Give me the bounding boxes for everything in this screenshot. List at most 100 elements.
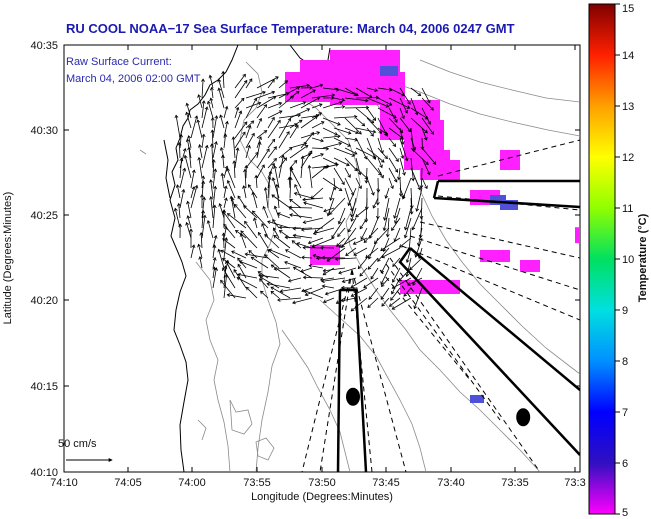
current-vector-head	[272, 219, 276, 223]
current-vector-head	[182, 167, 187, 172]
current-vector	[333, 127, 351, 134]
current-vector	[366, 157, 382, 176]
current-vector	[256, 148, 270, 169]
current-vector-head	[247, 144, 251, 149]
current-vector-head	[390, 185, 394, 190]
current-vector	[410, 107, 429, 120]
current-vector	[387, 217, 390, 237]
current-vector-head	[179, 133, 183, 138]
current-vector	[421, 137, 423, 150]
current-vector	[256, 118, 262, 129]
current-vector-head	[284, 235, 288, 240]
current-vector	[222, 238, 236, 249]
station-dot	[346, 387, 360, 406]
current-vector-head	[271, 138, 276, 143]
current-vector	[198, 157, 203, 179]
current-vector	[344, 157, 358, 171]
x-tick-label: 73:3	[564, 477, 585, 489]
current-vector-head	[411, 177, 415, 182]
current-vector-head	[204, 106, 209, 111]
current-vector	[359, 267, 368, 277]
current-vector-head	[224, 105, 229, 110]
current-vector	[289, 125, 299, 139]
current-vector	[322, 135, 341, 139]
current-vector-head	[420, 146, 425, 151]
current-vector-head	[287, 278, 292, 283]
current-vector	[264, 234, 280, 249]
current-vector	[190, 170, 195, 189]
current-vector	[311, 121, 325, 129]
current-vector	[389, 297, 401, 307]
current-vector-head	[201, 209, 206, 214]
current-vector-head	[307, 240, 312, 245]
current-vector-head	[179, 157, 184, 162]
current-vector	[377, 147, 388, 159]
sst-pixel	[500, 200, 518, 210]
x-tick-label: 73:40	[437, 477, 465, 489]
current-vector	[357, 257, 368, 269]
current-vector-head	[288, 176, 293, 181]
current-vector-head	[209, 143, 214, 147]
current-vector-head	[350, 284, 355, 288]
current-vector-head	[391, 290, 395, 295]
current-vector	[322, 257, 346, 259]
current-vector	[329, 197, 346, 215]
current-vector	[366, 117, 382, 134]
current-vector	[308, 237, 324, 244]
current-vector-head	[430, 107, 434, 111]
current-vector-head	[409, 211, 414, 215]
current-vector-head	[380, 159, 385, 163]
current-vector	[305, 287, 324, 296]
current-vector-head	[350, 293, 355, 297]
current-vector	[351, 287, 368, 297]
current-vector	[294, 192, 313, 199]
current-vector	[218, 88, 225, 109]
current-vector-head	[423, 137, 428, 141]
current-vector-head	[322, 299, 327, 304]
current-vector-head	[293, 159, 298, 164]
current-vector-head	[252, 210, 256, 215]
current-vector-head	[209, 196, 214, 200]
current-vector-head	[430, 131, 434, 135]
current-vector	[246, 287, 258, 299]
current-vector-head	[234, 203, 238, 208]
sst-pixel	[520, 260, 540, 272]
current-vector	[406, 257, 412, 277]
current-vector	[388, 107, 398, 123]
current-vector-head	[209, 179, 213, 183]
current-vector-head	[226, 168, 230, 172]
current-vector-head	[200, 194, 204, 198]
current-vector-head	[191, 186, 196, 190]
current-vector	[278, 157, 287, 169]
current-vector	[355, 87, 373, 98]
current-vector	[322, 87, 340, 91]
current-vector-head	[380, 281, 384, 285]
colorbar-tick-label: 8	[622, 356, 628, 368]
current-vector	[322, 142, 342, 149]
current-vector-head	[209, 86, 214, 91]
current-vector-head	[294, 123, 298, 127]
chart-title: RU COOL NOAA−17 Sea Surface Temperature:…	[66, 21, 515, 36]
current-vector-head	[238, 260, 243, 264]
current-vector-head	[213, 234, 218, 239]
current-vector	[322, 127, 338, 136]
current-vector	[308, 165, 313, 189]
current-vector	[421, 147, 437, 165]
current-vector-head	[380, 174, 384, 179]
current-vector-head	[350, 213, 354, 218]
current-vector	[300, 150, 313, 169]
current-vector-head	[365, 98, 369, 103]
current-vector	[359, 217, 368, 230]
current-vector	[399, 117, 411, 132]
current-vector	[383, 207, 390, 231]
current-vector-head	[271, 90, 276, 95]
current-vector	[311, 112, 322, 119]
current-vector	[311, 137, 324, 142]
current-vector-head	[304, 144, 309, 149]
current-vector-head	[214, 267, 218, 271]
current-vector-head	[254, 174, 259, 179]
current-vector-head	[237, 272, 241, 277]
current-vector-head	[270, 290, 275, 295]
current-vector-head	[236, 277, 241, 281]
current-vector-head	[277, 212, 281, 216]
